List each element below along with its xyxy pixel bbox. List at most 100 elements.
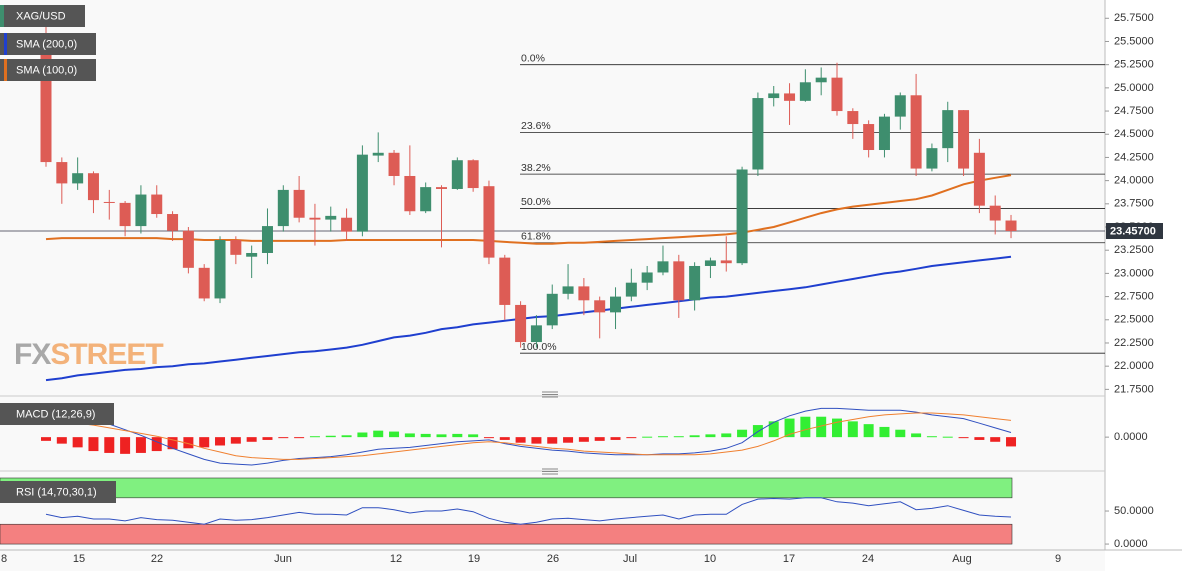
candle-body — [942, 110, 954, 149]
histogram-bar — [784, 418, 795, 438]
candle-body — [277, 189, 289, 227]
candle-body — [293, 189, 305, 218]
histogram-bar — [278, 437, 289, 439]
candle-body — [926, 148, 938, 169]
candle-body — [436, 187, 447, 189]
legend-box[interactable] — [0, 403, 114, 425]
indicator-line — [45, 412, 1012, 460]
histogram-bar — [515, 437, 526, 443]
histogram-bar — [531, 437, 542, 444]
y-tick-label: 24.2500 — [1114, 151, 1154, 163]
y-tick-label: 23.7500 — [1114, 198, 1154, 210]
candle-body — [752, 98, 764, 170]
candle-body — [167, 214, 179, 231]
histogram-bar — [262, 437, 273, 440]
histogram-bar — [483, 437, 494, 439]
y-tick-label: 23.2500 — [1114, 244, 1154, 256]
histogram-bar — [183, 437, 194, 449]
legend-label: SMA (100,0) — [16, 64, 77, 76]
y-tick-label: 25.7500 — [1114, 12, 1154, 24]
candle-body — [230, 240, 242, 255]
candle-body — [863, 124, 875, 151]
band — [0, 523, 1013, 545]
watermark-fx: FX — [14, 338, 51, 371]
histogram-bar — [847, 421, 858, 438]
histogram-bar — [452, 433, 463, 438]
fib-label: 100.0% — [521, 341, 557, 353]
histogram-bar — [563, 437, 574, 443]
candle-body — [894, 95, 906, 117]
candle-body — [388, 152, 400, 176]
histogram-bar — [104, 437, 115, 453]
histogram-bar — [705, 434, 716, 438]
histogram-bar — [135, 437, 146, 453]
legend-box[interactable] — [0, 481, 116, 503]
legend-label: SMA (200,0) — [16, 38, 77, 50]
candle-body — [973, 152, 985, 206]
histogram-bar — [547, 437, 558, 444]
histogram-bar — [879, 426, 890, 438]
histogram-bar — [199, 437, 210, 448]
panel-handle[interactable] — [542, 468, 558, 475]
candle-body — [989, 205, 1001, 221]
candle-body — [467, 160, 479, 189]
legend-box[interactable] — [0, 33, 96, 55]
candle-body — [515, 304, 527, 343]
legend-box[interactable] — [0, 59, 96, 81]
watermark: FXSTREET — [14, 338, 163, 371]
histogram-bar — [357, 432, 368, 438]
candle-body — [546, 293, 558, 326]
candle-body — [325, 215, 337, 220]
x-tick-label: 19 — [468, 553, 480, 565]
histogram-bar — [926, 436, 937, 438]
candle-body — [40, 34, 52, 163]
candle-body — [135, 194, 147, 227]
histogram-bar — [167, 437, 178, 450]
candle-body — [87, 173, 99, 201]
candle-body — [910, 95, 922, 169]
histogram-bar — [942, 436, 953, 438]
indicator-line — [45, 497, 1012, 525]
candle-body — [784, 93, 796, 101]
candle-body — [404, 175, 416, 212]
x-tick-label: 22 — [151, 553, 163, 565]
y-tick-label: 22.2500 — [1114, 337, 1154, 349]
panel-title: MACD (12,26,9) — [16, 408, 95, 420]
legend-box[interactable] — [0, 5, 85, 27]
panel-title: RSI (14,70,30,1) — [16, 486, 97, 498]
candle-body — [799, 82, 811, 101]
candle-body — [562, 286, 574, 294]
histogram-bar — [974, 437, 985, 440]
indicator-line — [45, 407, 1012, 466]
histogram-bar — [911, 433, 922, 438]
histogram-bar — [120, 437, 131, 454]
y-tick-label: 0.0000 — [1114, 431, 1148, 443]
x-tick-label: 10 — [704, 553, 716, 565]
candle-body — [119, 202, 131, 227]
legend-swatch — [4, 33, 7, 55]
histogram-bar — [721, 433, 732, 438]
histogram-bar — [468, 434, 479, 438]
histogram-bar — [816, 416, 827, 438]
x-tick-label: 9 — [1055, 553, 1061, 565]
candle-body — [958, 110, 970, 169]
histogram-bar — [737, 429, 748, 438]
candle-body — [720, 260, 732, 264]
histogram-bar — [578, 437, 589, 442]
histogram-bar — [215, 437, 226, 446]
candle-body — [815, 77, 827, 83]
watermark-street: STREET — [50, 338, 163, 371]
y-tick-label: 25.5000 — [1114, 35, 1154, 47]
band — [0, 477, 1013, 499]
panel-handle[interactable] — [542, 391, 558, 398]
fib-label: 0.0% — [521, 52, 545, 64]
histogram-bar — [341, 435, 352, 438]
candle-body — [1005, 220, 1017, 232]
candle-body — [768, 93, 780, 99]
histogram-bar — [594, 437, 605, 441]
histogram-bar — [373, 430, 384, 438]
histogram-bar — [768, 421, 779, 438]
histogram-bar — [895, 429, 906, 438]
histogram-bar — [72, 437, 83, 448]
candle-body — [736, 169, 748, 264]
